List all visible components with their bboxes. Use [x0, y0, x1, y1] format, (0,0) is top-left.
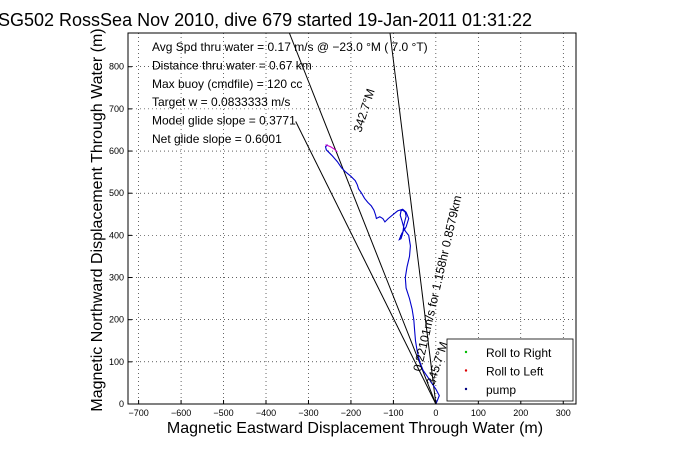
x-tick-label: −100: [383, 408, 403, 418]
legend-label: pump: [486, 383, 516, 397]
legend-marker: [464, 369, 468, 372]
legend-marker: [464, 350, 468, 354]
line-label: 342.7°M: [351, 87, 378, 134]
x-tick-label: −300: [298, 408, 318, 418]
chart-title: SG502 RossSea Nov 2010, dive 679 started…: [0, 10, 532, 30]
y-tick-label: 300: [109, 273, 124, 283]
x-tick-label: −500: [213, 408, 233, 418]
annotation-line: Target w = 0.0833333 m/s: [152, 95, 290, 109]
y-axis-label: Magnetic Northward Displacement Through …: [89, 28, 106, 411]
data-series: [324, 144, 440, 405]
y-tick-label: 200: [109, 315, 124, 325]
reference-lines: [288, 32, 437, 405]
y-tick-label: 800: [109, 62, 124, 72]
annotation-line: Avg Spd thru water = 0.17 m/s @ −23.0 °M…: [152, 40, 428, 54]
plot-frame: [127, 32, 577, 405]
x-tick-label: 100: [471, 408, 486, 418]
x-tick-label: −700: [128, 408, 148, 418]
x-tick-label: −400: [256, 408, 276, 418]
reference-line: [295, 121, 437, 405]
reference-line: [288, 32, 437, 405]
annotation-line: Max buoy (cmdfile) = 120 cc: [152, 77, 302, 91]
annotation-block: Avg Spd thru water = 0.17 m/s @ −23.0 °M…: [152, 40, 428, 146]
annotation-line: Model glide slope = 0.3771: [152, 114, 296, 128]
x-tick-label: 200: [513, 408, 528, 418]
legend: Roll to Right Roll to Left pump: [446, 338, 574, 402]
y-tick-label: 0: [119, 399, 124, 409]
y-tick-label: 700: [109, 104, 124, 114]
y-tick-label: 500: [109, 188, 124, 198]
legend-label: Roll to Left: [486, 365, 544, 379]
x-tick-label: 0: [433, 408, 438, 418]
annotation-line: Distance thru water = 0.67 km: [152, 58, 312, 72]
x-tick-label: 300: [556, 408, 571, 418]
x-axis-ticks: −700 −600 −500 −400 −300 −200 −100 0 100 200 300: [128, 400, 571, 418]
y-tick-label: 400: [109, 230, 124, 240]
x-tick-label: −200: [341, 408, 361, 418]
legend-marker: [464, 387, 468, 391]
y-axis-ticks: 0 100 200 300 400 500 600 700 800: [109, 62, 132, 409]
annotation-line: Net glide slope = 0.6001: [152, 132, 282, 146]
x-axis-label: Magnetic Eastward Displacement Through W…: [167, 420, 543, 437]
reference-line: [389, 32, 437, 405]
y-tick-label: 600: [109, 146, 124, 156]
y-tick-label: 100: [109, 357, 124, 367]
x-tick-label: −600: [171, 408, 191, 418]
legend-label: Roll to Right: [486, 346, 552, 360]
series-line: [324, 144, 440, 405]
legend-box: [446, 338, 574, 402]
series-line: [325, 144, 338, 153]
